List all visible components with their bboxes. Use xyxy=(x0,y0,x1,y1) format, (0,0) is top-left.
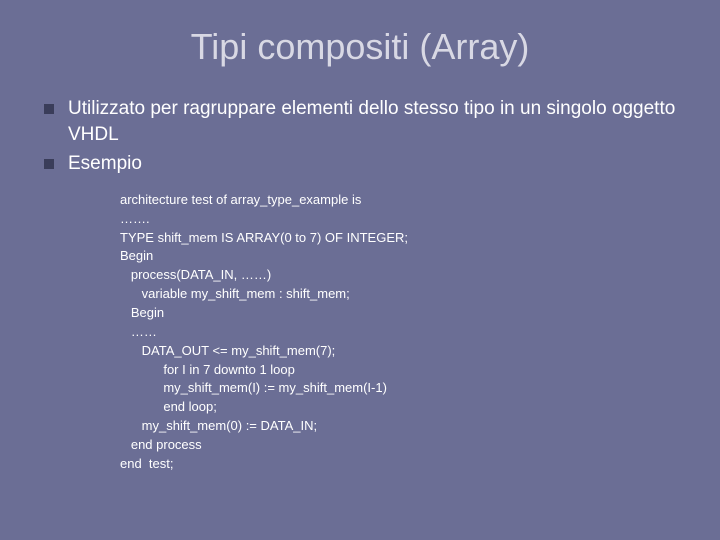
code-example: architecture test of array_type_example … xyxy=(120,191,680,474)
bullet-text: Esempio xyxy=(68,151,142,177)
slide-title: Tipi compositi (Array) xyxy=(40,26,680,68)
bullet-text: Utilizzato per ragruppare elementi dello… xyxy=(68,96,680,147)
slide-container: Tipi compositi (Array) Utilizzato per ra… xyxy=(0,0,720,540)
bullet-item: Esempio xyxy=(44,151,680,177)
bullet-item: Utilizzato per ragruppare elementi dello… xyxy=(44,96,680,147)
bullet-list: Utilizzato per ragruppare elementi dello… xyxy=(44,96,680,177)
square-bullet-icon xyxy=(44,104,54,114)
square-bullet-icon xyxy=(44,159,54,169)
